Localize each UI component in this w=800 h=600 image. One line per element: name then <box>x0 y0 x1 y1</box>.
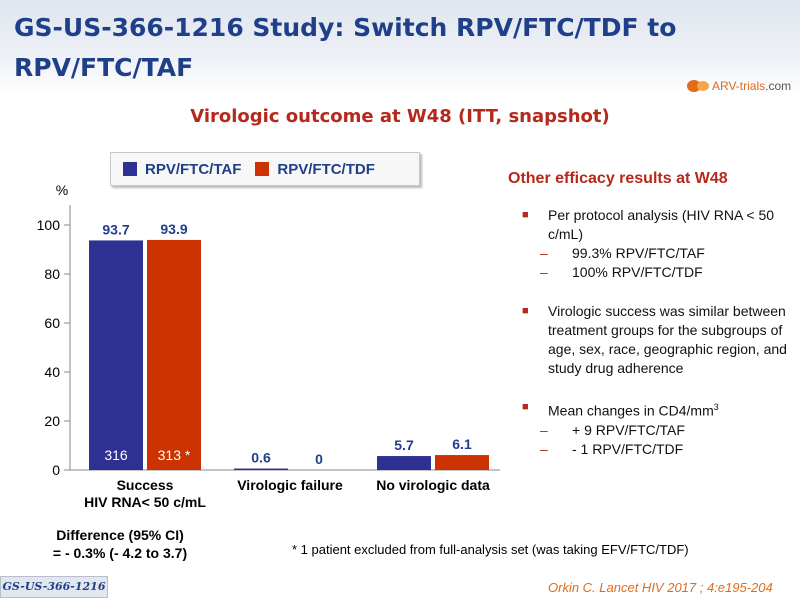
x-tick-label: Virologic failure <box>237 477 343 493</box>
logo-text: ARV-trials.com <box>712 79 792 93</box>
bullet-text: Per protocol analysis (HIV RNA < 50 c/mL… <box>548 207 775 242</box>
data-label: 93.7 <box>102 221 129 237</box>
bullet-cd4: ■ Mean changes in CD4/mm3 <box>522 398 792 421</box>
sub-bullet: – - 1 RPV/FTC/TDF <box>540 440 684 457</box>
x-tick-label: Success <box>117 477 174 493</box>
y-tick-label: 60 <box>44 315 60 331</box>
legend-swatch-taf <box>123 162 137 176</box>
difference-note: Difference (95% CI) = - 0.3% (- 4.2 to 3… <box>52 527 188 561</box>
efficacy-bullets: ■ Per protocol analysis (HIV RNA < 50 c/… <box>522 206 792 459</box>
bar-tdf <box>147 239 201 470</box>
n-label: 313 * <box>158 447 191 463</box>
y-tick-label: 0 <box>52 462 60 478</box>
title-band <box>0 0 800 96</box>
dash-icon: – <box>540 245 548 261</box>
legend-item-tdf: RPV/FTC/TDF <box>255 161 375 178</box>
legend-label-tdf: RPV/FTC/TDF <box>277 160 375 178</box>
dash-icon: – <box>540 264 548 280</box>
chart-subtitle: Virologic outcome at W48 (ITT, snapshot) <box>190 106 610 127</box>
bullet-text: Virologic success was similar between tr… <box>548 303 787 376</box>
y-tick-label: 20 <box>44 413 60 429</box>
x-tick-label: No virologic data <box>376 477 490 493</box>
footnote: * 1 patient excluded from full-analysis … <box>292 542 689 557</box>
legend-item-taf: RPV/FTC/TAF <box>123 161 241 178</box>
data-label: 0.6 <box>251 450 271 466</box>
bullet-square-icon: ■ <box>522 209 529 221</box>
chart-legend: RPV/FTC/TAF RPV/FTC/TDF <box>110 152 420 186</box>
bar-taf <box>234 468 288 470</box>
right-panel-heading: Other efficacy results at W48 <box>508 170 728 187</box>
sub-bullet: –99.3% RPV/FTC/TAF <box>540 245 705 261</box>
slide-title: GS-US-366-1216 Study: Switch RPV/FTC/TDF… <box>14 13 677 82</box>
data-label: 93.9 <box>160 221 187 237</box>
data-label: 0 <box>315 451 323 467</box>
x-tick-label: HIV RNA< 50 c/mL <box>84 494 206 510</box>
dash-icon: – <box>540 421 548 438</box>
y-tick-label: 40 <box>44 364 60 380</box>
y-axis-label: % <box>56 182 68 198</box>
bar-tdf <box>435 455 489 470</box>
y-tick-label: 80 <box>44 266 60 282</box>
data-label: 6.1 <box>452 436 472 452</box>
sub-bullet: –100% RPV/FTC/TDF <box>540 264 703 280</box>
data-label: 5.7 <box>394 437 414 453</box>
sub-bullet: – + 9 RPV/FTC/TAF <box>540 421 685 438</box>
legend-label-taf: RPV/FTC/TAF <box>145 160 242 178</box>
bullet-per-protocol: ■ Per protocol analysis (HIV RNA < 50 c/… <box>522 206 792 244</box>
citation: Orkin C. Lancet HIV 2017 ; 4:e195-204 <box>548 580 773 595</box>
study-tag: GS-US-366-1216 <box>0 576 108 598</box>
bullet-subgroups: ■ Virologic success was similar between … <box>522 302 792 378</box>
bullet-square-icon: ■ <box>522 401 529 413</box>
bar-taf <box>89 240 143 470</box>
bar-chart: % 0 20 40 60 80 100 93.7 316 93.9 313 * SuccessHIV … <box>37 182 500 510</box>
bullet-square-icon: ■ <box>522 305 529 317</box>
bar-taf <box>377 456 431 470</box>
dash-icon: – <box>540 440 548 457</box>
arv-trials-logo: ARV-trials.com <box>686 76 791 96</box>
arv-trials-logo-icon <box>687 80 709 92</box>
legend-swatch-tdf <box>255 162 270 176</box>
n-label: 316 <box>104 447 128 463</box>
y-tick-label: 100 <box>37 217 61 233</box>
bullet-text: Mean changes in CD4/mm3 <box>548 402 719 419</box>
